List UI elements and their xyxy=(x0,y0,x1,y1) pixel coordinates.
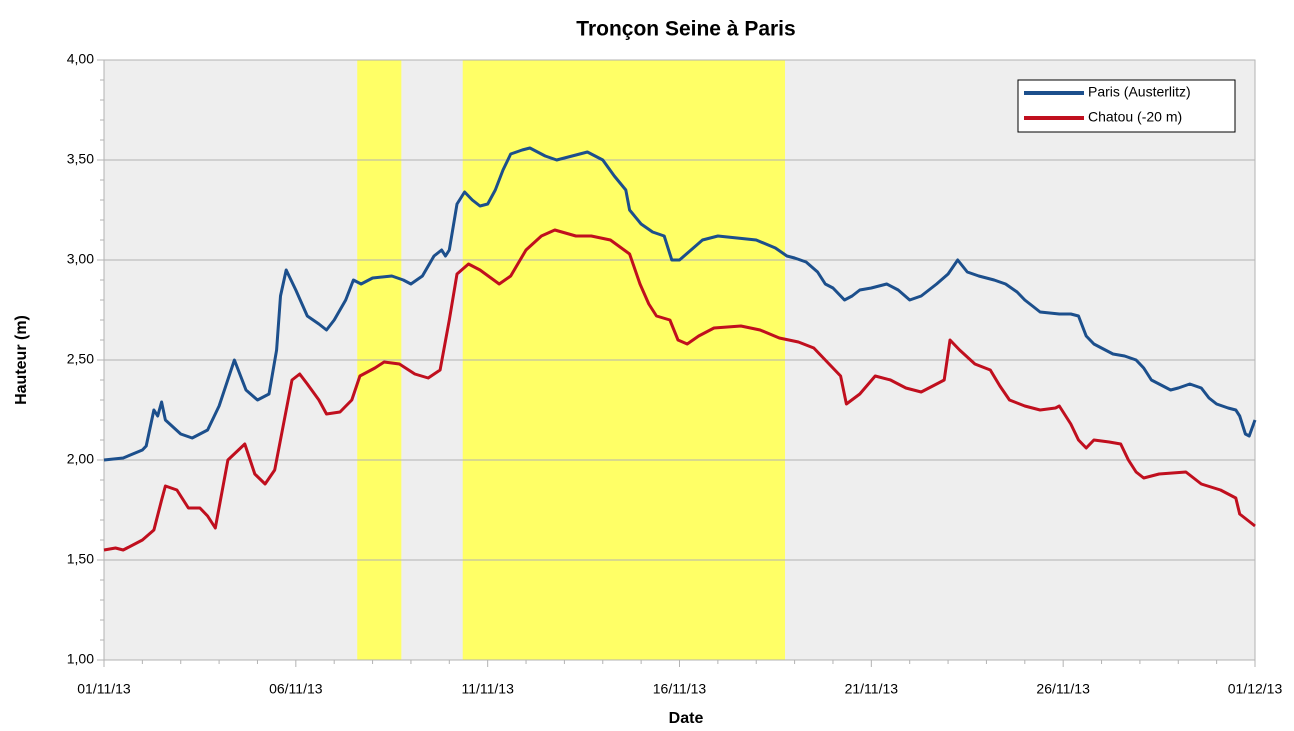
legend-label: Paris (Austerlitz) xyxy=(1088,84,1191,100)
plot-frame xyxy=(103,59,1256,661)
x-tick-label: 01/12/13 xyxy=(1228,681,1283,697)
x-tick-label: 06/11/13 xyxy=(269,681,323,697)
y-tick-label: 4,00 xyxy=(67,51,94,67)
chart-title: Tronçon Seine à Paris xyxy=(576,18,795,41)
x-tick-label: 21/11/13 xyxy=(845,681,899,697)
x-axis-label: Date xyxy=(669,710,704,727)
x-tick-label: 16/11/13 xyxy=(653,681,707,697)
y-tick-label: 1,50 xyxy=(67,551,94,567)
legend-box xyxy=(1017,79,1236,133)
series-line xyxy=(103,228,1256,552)
series-line xyxy=(103,146,1257,462)
legend-label: Chatou (-20 m) xyxy=(1088,109,1182,125)
y-tick-label: 2,50 xyxy=(67,351,94,367)
y-tick-label: 1,00 xyxy=(67,651,94,667)
x-tick-label: 26/11/13 xyxy=(1036,681,1090,697)
y-tick-label: 3,00 xyxy=(67,251,94,267)
y-tick-label: 2,00 xyxy=(67,451,94,467)
y-tick-label: 3,50 xyxy=(67,151,94,167)
y-axis-label: Hauteur (m) xyxy=(13,315,30,405)
x-tick-label: 01/11/13 xyxy=(77,681,131,697)
x-tick-label: 11/11/13 xyxy=(461,681,514,697)
